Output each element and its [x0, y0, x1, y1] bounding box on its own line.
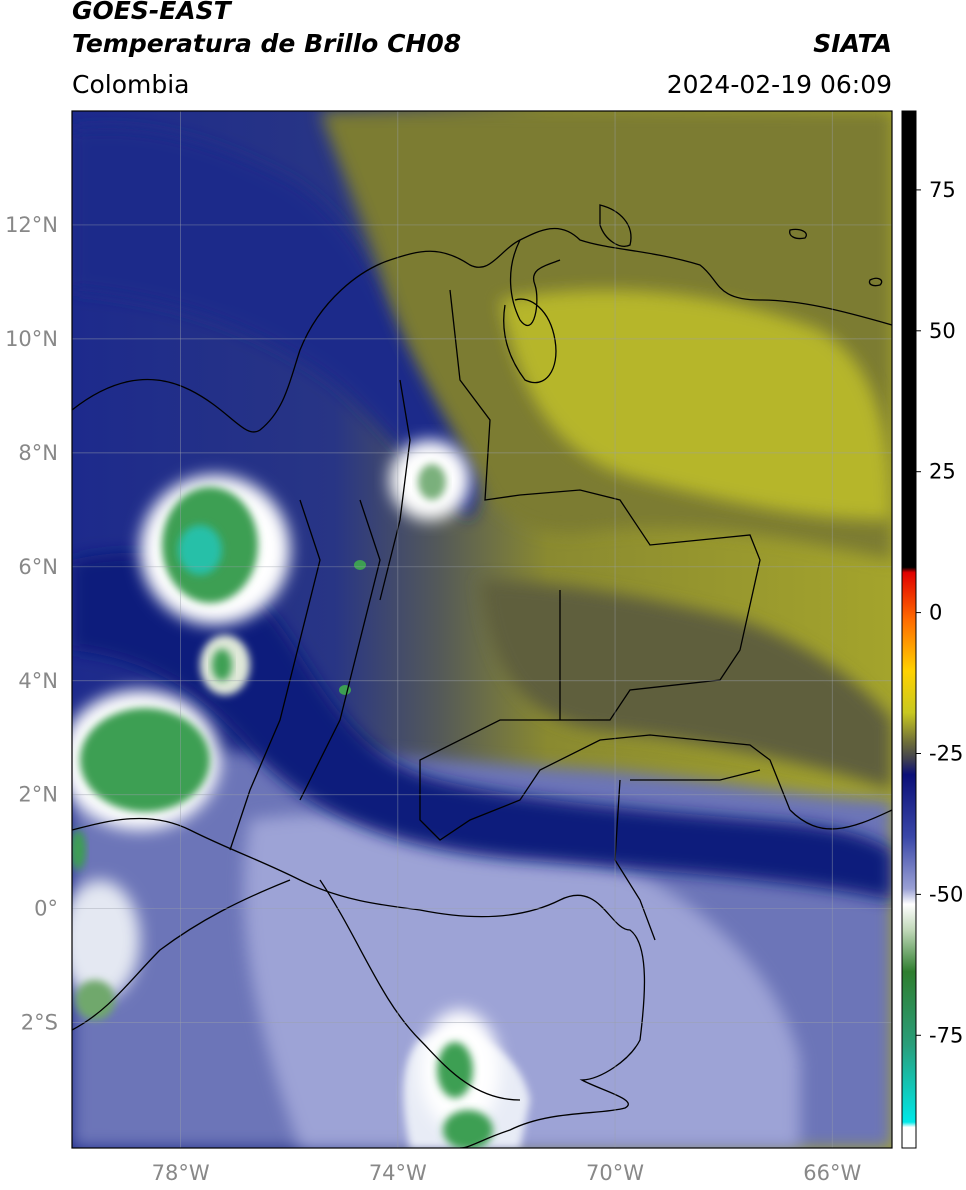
lon-tick-label: 66°W	[803, 1161, 861, 1185]
colorbar-tick-label: 75	[929, 178, 956, 202]
colorbar-tick-label: 0	[929, 601, 942, 625]
lat-tick-label: 10°N	[5, 327, 58, 351]
satellite-imagery	[72, 111, 892, 1148]
latitude-labels: 12°N 10°N 8°N 6°N 4°N 2°N 0° 2°S	[5, 213, 58, 1035]
colorbar-tick-label: -25	[929, 741, 963, 765]
coastline-and-borders	[72, 204, 892, 1148]
lat-tick-label: 4°N	[18, 669, 58, 693]
lat-tick-label: 8°N	[18, 441, 58, 465]
colorbar-tick-label: -75	[929, 1023, 963, 1047]
lon-tick-label: 70°W	[586, 1161, 644, 1185]
gridlines	[72, 111, 892, 1148]
colorbar-tick-label: 25	[929, 460, 956, 484]
lat-tick-label: 2°S	[21, 1011, 58, 1035]
lat-tick-label: 6°N	[18, 555, 58, 579]
lat-tick-label: 0°	[34, 897, 58, 921]
lat-tick-label: 12°N	[5, 213, 58, 237]
lon-tick-label: 78°W	[152, 1161, 210, 1185]
organization-label: SIATA	[813, 29, 892, 58]
colorbar-tick-label: 50	[929, 319, 956, 343]
colorbar-ticks: 75 50 25 0 -25 -50 -75	[916, 178, 963, 1047]
plot-frame	[71, 110, 893, 1149]
lon-tick-label: 74°W	[369, 1161, 427, 1185]
colorbar-tick-label: -50	[929, 882, 963, 906]
region-label: Colombia	[72, 70, 190, 99]
product-title: Temperatura de Brillo CH08	[72, 29, 462, 58]
longitude-labels: 78°W 74°W 70°W 66°W	[152, 1161, 862, 1185]
colorbar	[901, 110, 917, 1149]
lat-tick-label: 2°N	[18, 783, 58, 807]
satellite-title: GOES-EAST	[72, 0, 231, 25]
datetime-label: 2024-02-19 06:09	[666, 70, 892, 99]
